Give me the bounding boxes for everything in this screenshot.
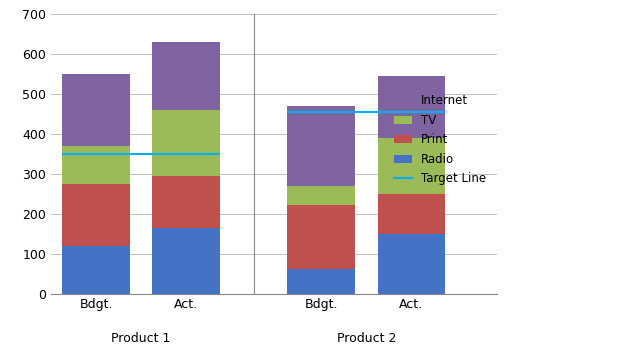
Bar <box>378 234 445 294</box>
Bar <box>287 106 355 186</box>
Bar <box>152 110 220 176</box>
Bar <box>62 74 130 146</box>
Text: Product 1: Product 1 <box>111 333 171 345</box>
Legend: Internet, TV, Print, Radio, Target Line: Internet, TV, Print, Radio, Target Line <box>389 90 491 190</box>
Bar <box>378 138 445 194</box>
Bar <box>378 194 445 234</box>
Bar <box>62 184 130 246</box>
Bar <box>287 205 355 269</box>
Bar <box>287 186 355 205</box>
Bar <box>62 246 130 294</box>
Bar <box>152 228 220 294</box>
Bar <box>152 176 220 228</box>
Bar <box>152 42 220 110</box>
Bar <box>62 146 130 184</box>
Text: Product 2: Product 2 <box>336 333 396 345</box>
Bar <box>287 269 355 294</box>
Bar <box>378 76 445 138</box>
